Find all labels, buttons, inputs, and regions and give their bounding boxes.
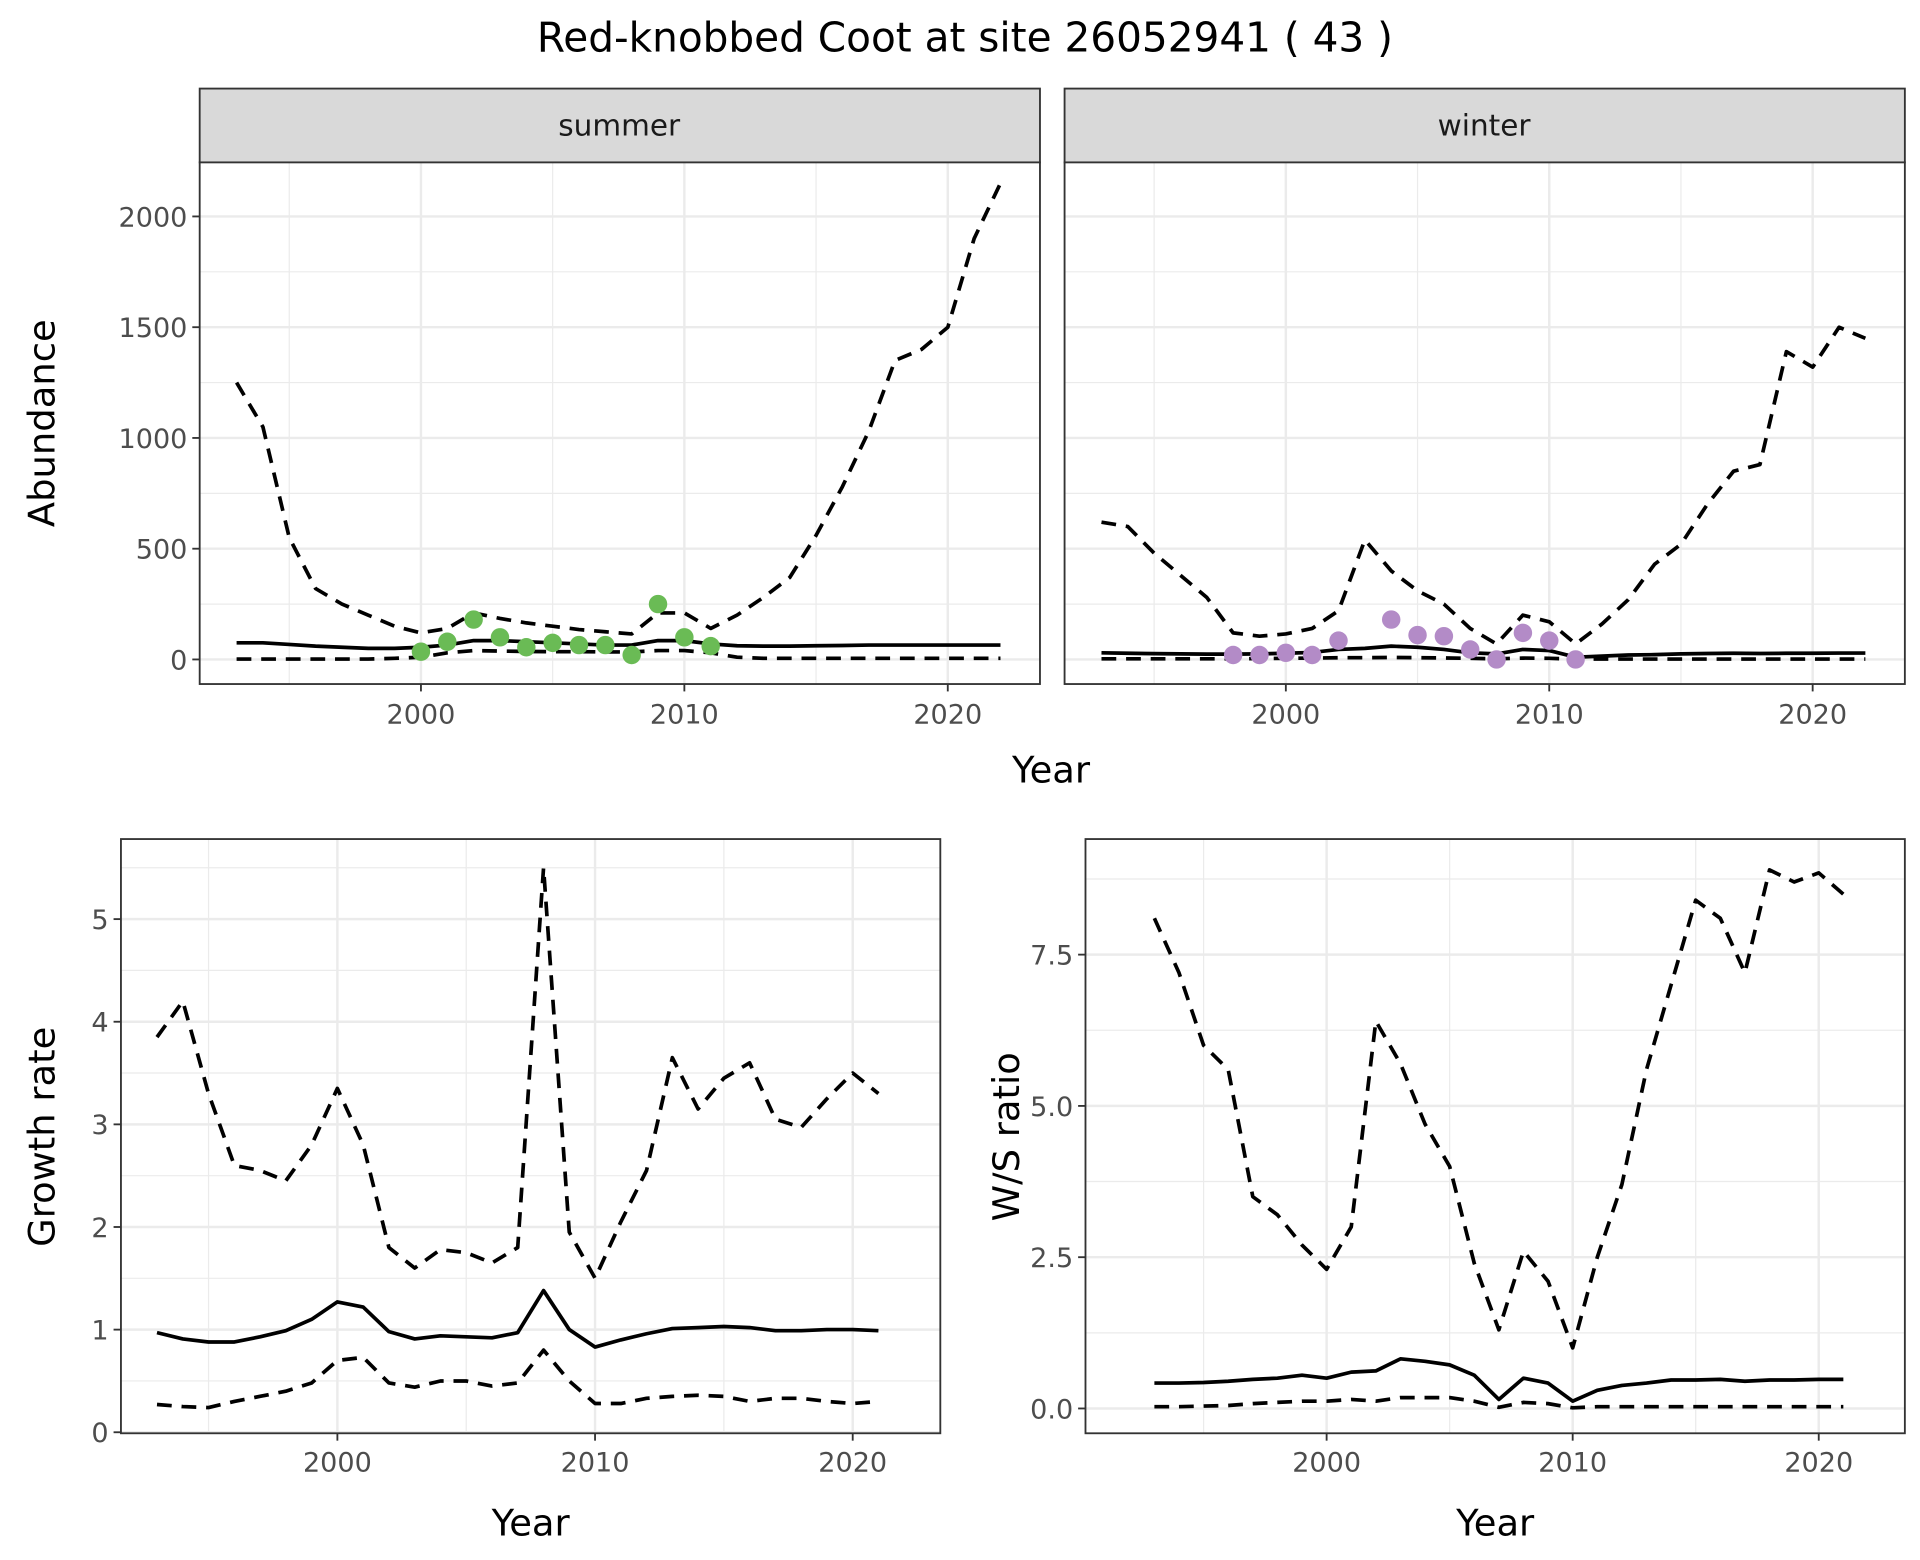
y-axis-label-ws: W/S ratio — [985, 1052, 1028, 1221]
x-axis-label-top: Year — [1011, 748, 1091, 791]
panel-growth-rate: 2000 2010 2020 0 1 2 3 4 5 — [91, 838, 942, 1478]
y-tick-label: 5.0 — [1030, 1092, 1073, 1123]
data-point — [464, 610, 483, 629]
y-tick-label: 2.5 — [1030, 1243, 1073, 1274]
strip-label-winter: winter — [1438, 108, 1532, 142]
panel-border — [1063, 161, 1906, 685]
y-tick-label: 4 — [91, 1008, 108, 1039]
y-axis-label-abundance: Abundance — [21, 319, 64, 527]
y-tick-label: 7.5 — [1030, 940, 1073, 971]
data-point — [1223, 645, 1243, 665]
mean-line — [236, 638, 1001, 651]
lower-bound-line — [1154, 1395, 1844, 1410]
data-point — [490, 628, 510, 647]
data-point — [1408, 625, 1427, 645]
data-point — [701, 636, 720, 656]
y-tick-label: 0 — [170, 645, 187, 676]
panel-background — [199, 162, 1040, 685]
panel-border — [120, 838, 942, 1435]
x-tick-label: 2020 — [1784, 1447, 1853, 1478]
x-tick-label: 2000 — [303, 1447, 372, 1478]
panel-border — [198, 161, 1041, 685]
data-point — [675, 628, 694, 647]
data-point — [543, 633, 562, 653]
panel-background — [120, 839, 941, 1434]
panel-summer: 2000 2010 2020 0 500 1000 1500 2000 — [119, 161, 1041, 730]
data-point — [411, 642, 431, 661]
chart-title: Red-knobbed Coot at site 26052941 ( 43 ) — [537, 14, 1393, 62]
y-tick-label: 500 — [136, 535, 188, 566]
y-tick-label: 1500 — [119, 313, 188, 344]
x-tick-label: 2020 — [1778, 699, 1847, 730]
data-point — [569, 635, 589, 655]
x-tick-label: 2010 — [650, 699, 719, 730]
lower-bound-line — [236, 648, 1001, 661]
strip-winter — [1063, 87, 1906, 164]
upper-bound-line — [235, 182, 1003, 636]
upper-bound-line — [1101, 325, 1867, 646]
data-point — [1250, 645, 1269, 665]
lower-bound-line — [156, 1348, 879, 1410]
x-tick-label: 2000 — [1251, 699, 1320, 730]
data-point — [1487, 650, 1506, 669]
data-point — [1540, 631, 1559, 650]
data-point — [622, 645, 641, 665]
panel-winter: 2000 2010 2020 — [1063, 161, 1906, 730]
data-point — [648, 594, 668, 614]
y-axis-label-growth: Growth rate — [21, 1027, 64, 1247]
x-tick-label: 2020 — [913, 699, 982, 730]
x-tick-label: 2010 — [561, 1447, 630, 1478]
data-point — [1513, 623, 1533, 643]
y-tick-label: 2000 — [119, 202, 188, 233]
panel-w-s-ratio: 2000 2010 2020 0.0 2.5 5.0 7.5 — [1030, 838, 1906, 1478]
y-tick-label: 0.0 — [1030, 1394, 1073, 1425]
x-axis-label-ws: Year — [1455, 1501, 1535, 1544]
y-tick-label: 1000 — [119, 424, 188, 455]
data-point — [1566, 650, 1585, 669]
data-point — [1381, 610, 1401, 629]
upper-bound-line — [1152, 868, 1845, 1350]
strip-label-summer: summer — [558, 108, 681, 142]
y-tick-label: 5 — [91, 905, 108, 936]
data-point — [1329, 631, 1348, 650]
x-tick-label: 2000 — [387, 699, 456, 730]
x-tick-label: 2010 — [1515, 699, 1584, 730]
data-point — [1434, 626, 1454, 646]
y-tick-label: 2 — [91, 1213, 108, 1244]
panel-background — [1064, 162, 1905, 685]
data-point — [1302, 645, 1322, 665]
data-point — [596, 635, 615, 655]
data-point — [1276, 643, 1296, 663]
data-point — [517, 638, 536, 657]
x-tick-label: 2020 — [818, 1447, 887, 1478]
upper-bound-line — [155, 865, 880, 1281]
y-tick-label: 1 — [91, 1315, 108, 1346]
panel-background — [1085, 839, 1905, 1434]
strip-summer — [198, 87, 1041, 164]
data-point — [438, 632, 457, 651]
mean-line — [1154, 1357, 1844, 1404]
x-tick-label: 2010 — [1538, 1447, 1607, 1478]
x-axis-label-growth: Year — [491, 1501, 571, 1544]
data-point — [1461, 640, 1480, 659]
y-tick-label: 0 — [91, 1418, 108, 1449]
mean-line — [156, 1288, 879, 1349]
y-tick-label: 3 — [91, 1110, 108, 1141]
x-tick-label: 2000 — [1292, 1447, 1361, 1478]
panel-border — [1084, 838, 1906, 1435]
